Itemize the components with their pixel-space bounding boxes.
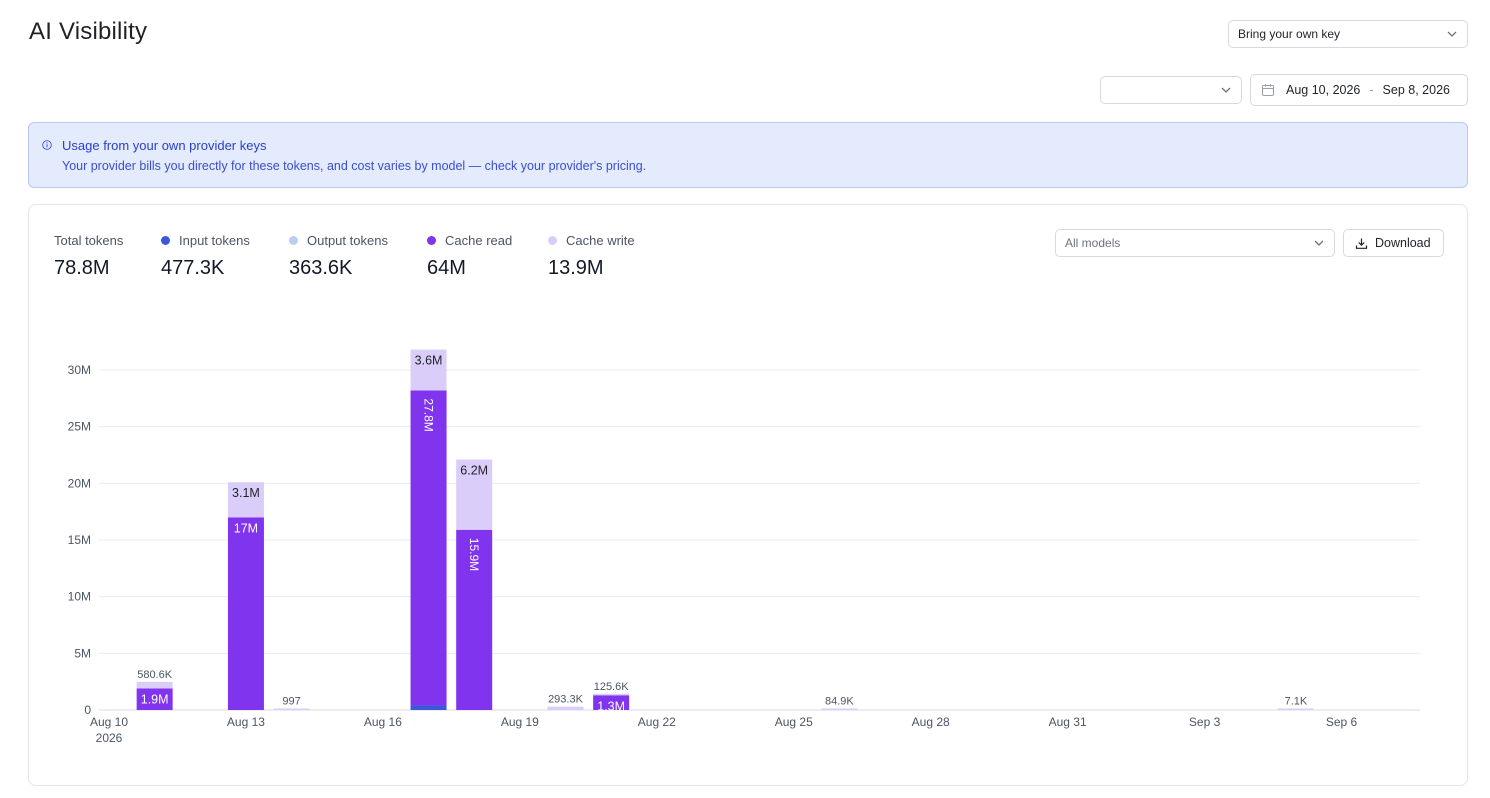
x-tick-label: Aug 31 (1049, 715, 1087, 729)
stat-cache-write: Cache write 13.9M (548, 233, 635, 280)
data-label: 15.9M (467, 538, 481, 571)
download-icon (1355, 238, 1368, 249)
data-label: 580.6K (137, 669, 173, 681)
bar-segment (547, 706, 584, 710)
usage-card: Total tokens 78.8M Input tokens 477.3K O… (28, 204, 1468, 786)
bar-segment (273, 708, 310, 710)
y-tick-label: 20M (68, 476, 91, 490)
bar-segment (136, 688, 173, 710)
download-button[interactable]: Download (1343, 229, 1444, 257)
y-tick-label: 10M (68, 590, 91, 604)
data-label: 1.9M (141, 692, 169, 706)
stat-value: 13.9M (548, 257, 604, 279)
stat-value: 78.8M (54, 257, 110, 279)
legend-dot-cache-write (548, 236, 557, 245)
bar-segment (821, 708, 858, 710)
x-tick-label: Sep 6 (1326, 715, 1358, 729)
page-title: AI Visibility (29, 18, 148, 45)
stat-label: Cache read (445, 233, 513, 248)
date-range-start: Aug 10, 2026 (1286, 83, 1361, 97)
data-label: 1.3M (597, 699, 625, 713)
stat-value: 477.3K (161, 257, 225, 279)
chevron-down-icon (1221, 87, 1231, 93)
stat-label: Total tokens (54, 233, 124, 248)
x-tick-label: Aug 25 (775, 715, 813, 729)
y-tick-label: 15M (68, 533, 91, 547)
y-tick-label: 30M (68, 363, 91, 377)
chevron-down-icon (1314, 240, 1324, 246)
key-source-select[interactable]: Bring your own key (1228, 20, 1468, 48)
x-tick-label: Aug 16 (364, 715, 402, 729)
data-label: 3.6M (415, 354, 443, 368)
x-tick-label: Aug 13 (227, 715, 265, 729)
data-label: 84.9K (825, 696, 854, 708)
bar-segment (456, 459, 493, 530)
bar-segment (1277, 708, 1314, 710)
calendar-icon (1262, 84, 1274, 96)
data-label: 125.6K (594, 681, 630, 693)
info-icon (42, 140, 52, 150)
stat-total-tokens: Total tokens 78.8M (54, 233, 123, 280)
bar-segment (593, 693, 630, 696)
models-filter-value: All models (1065, 236, 1121, 250)
bar-segment (136, 681, 173, 689)
data-label: 17M (234, 521, 258, 535)
stat-value: 64M (427, 257, 466, 279)
byok-info-banner: Usage from your own provider keys Your p… (28, 122, 1468, 188)
stat-cache-read: Cache read 64M (427, 233, 512, 280)
date-range-end: Sep 8, 2026 (1382, 83, 1450, 97)
token-usage-chart: 0 5M 10M 15M 20M 25M 30M Aug 10 2026 Aug 13 Aug 16… (68, 349, 1420, 745)
banner-text: Your provider bills you directly for the… (62, 159, 647, 173)
x-tick-year-label: 2026 (96, 731, 123, 745)
legend-dot-cache-read (427, 236, 436, 245)
x-tick-label: Sep 3 (1189, 715, 1221, 729)
bar-segment (227, 482, 264, 518)
chevron-down-icon (1447, 31, 1457, 37)
bar-segment (456, 529, 493, 710)
time-range-select[interactable] (1100, 76, 1242, 104)
legend-dot-output (289, 236, 298, 245)
data-label: 997 (282, 696, 300, 708)
stat-value: 363.6K (289, 257, 353, 279)
date-range-separator: - (1369, 83, 1374, 97)
bar-segment (410, 705, 447, 710)
stat-input-tokens: Input tokens 477.3K (161, 233, 250, 280)
x-tick-label: Aug 10 (90, 715, 128, 729)
bar-segment (227, 517, 264, 710)
stat-label: Output tokens (307, 233, 388, 248)
download-label: Download (1375, 236, 1431, 250)
data-label: 3.1M (232, 486, 260, 500)
x-tick-label: Aug 19 (501, 715, 539, 729)
bar-segment (410, 390, 447, 706)
legend-dot-input (161, 236, 170, 245)
date-range-picker[interactable]: Aug 10, 2026 - Sep 8, 2026 (1250, 74, 1468, 106)
bar-segment (593, 695, 630, 710)
y-tick-label: 5M (74, 646, 91, 660)
data-label: 27.8M (422, 398, 436, 431)
banner-title: Usage from your own provider keys (62, 138, 267, 153)
data-label: 7.1K (1285, 696, 1308, 708)
y-tick-label: 25M (68, 420, 91, 434)
stat-label: Cache write (566, 233, 635, 248)
stat-label: Input tokens (179, 233, 250, 248)
data-label: 293.3K (548, 694, 584, 706)
data-label: 6.2M (460, 464, 488, 478)
bar-segment (410, 349, 447, 391)
stat-output-tokens: Output tokens 363.6K (289, 233, 388, 280)
x-tick-label: Aug 28 (912, 715, 950, 729)
key-source-select-value: Bring your own key (1238, 27, 1341, 41)
models-filter-select[interactable]: All models (1055, 229, 1335, 257)
x-tick-label: Aug 22 (638, 715, 676, 729)
y-tick-label: 0 (84, 703, 91, 717)
